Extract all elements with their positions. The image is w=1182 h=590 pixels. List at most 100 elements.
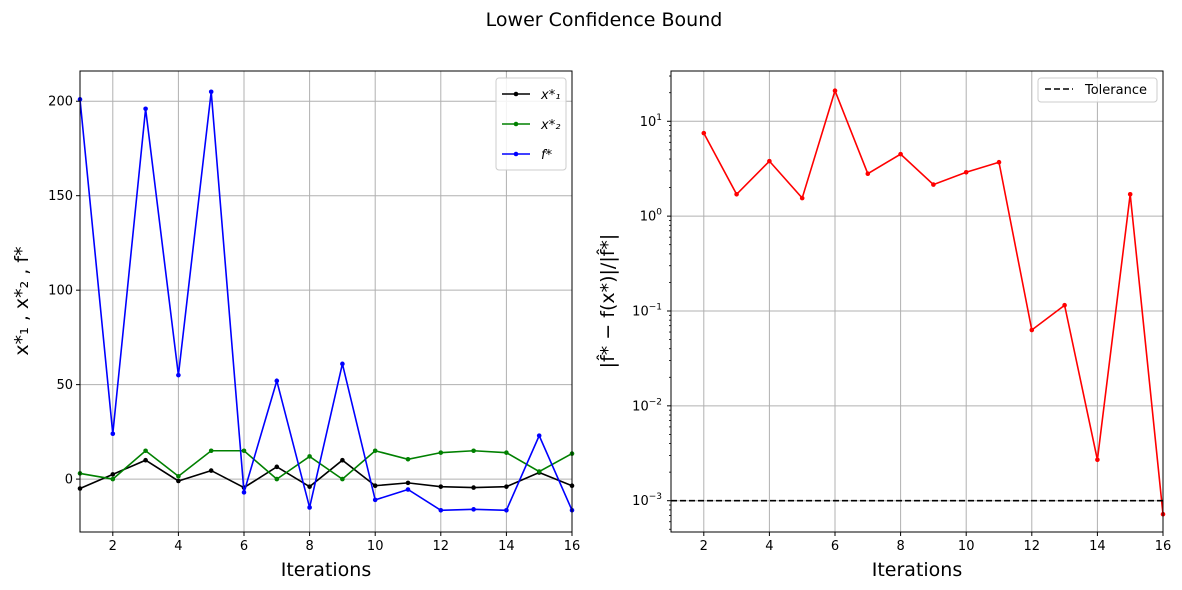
left-series-3-point xyxy=(536,433,542,438)
right-chart-frame xyxy=(670,70,1164,533)
right-chart-series xyxy=(671,88,1166,517)
right-series-point xyxy=(1062,302,1067,308)
left-series-3-point xyxy=(438,507,444,513)
left-series-3-point xyxy=(208,89,214,95)
right-xtick-label: 2 xyxy=(700,539,708,554)
right-ytick-base: 10 xyxy=(640,115,657,130)
right-ytick-base: 10 xyxy=(640,210,657,225)
left-xtick-label: 10 xyxy=(367,539,384,554)
right-series-point xyxy=(898,151,903,157)
left-ytick-label: 200 xyxy=(48,95,73,110)
left-series-2-point xyxy=(405,456,411,462)
right-ytick-label: 100 xyxy=(640,208,663,225)
left-chart-xlabel: Iterations xyxy=(281,559,372,581)
left-legend-marker-3 xyxy=(513,151,519,157)
right-ytick-base: 10 xyxy=(632,399,649,414)
right-series-point xyxy=(734,191,739,197)
left-xtick-label: 16 xyxy=(564,539,581,554)
right-series-point xyxy=(963,169,969,175)
left-legend-box xyxy=(495,77,567,171)
right-ytick-exponent: −2 xyxy=(649,397,662,407)
left-series-3-point xyxy=(471,507,476,512)
right-series-point xyxy=(799,195,805,201)
left-chart-ylabel: x*₁ , x*₂ , f* xyxy=(11,246,33,355)
left-series-3-point xyxy=(143,106,148,112)
left-series-1-point xyxy=(176,478,181,484)
left-series-3-point xyxy=(176,372,181,378)
right-ytick-base: 10 xyxy=(632,304,649,319)
right-series-point xyxy=(931,182,936,187)
left-legend-label-1: x*₁ xyxy=(540,88,560,103)
left-series-2-point xyxy=(471,448,476,454)
left-series-2-point xyxy=(241,448,247,454)
left-series-3-point xyxy=(274,378,280,384)
left-series-1-point xyxy=(372,483,378,489)
left-xtick-label: 6 xyxy=(240,539,248,554)
right-xtick-label: 16 xyxy=(1155,539,1172,554)
left-series-3-point xyxy=(110,431,116,437)
right-ytick-exponent: −3 xyxy=(649,492,662,502)
right-xtick-label: 4 xyxy=(765,539,773,554)
left-chart-legend: x*₁ x*₂ f* xyxy=(495,77,567,171)
left-chart-grid xyxy=(80,71,573,532)
left-chart-series xyxy=(77,89,575,513)
left-xtick-label: 12 xyxy=(433,539,450,554)
figure-title: Lower Confidence Bound xyxy=(486,9,723,31)
left-series-2-point xyxy=(143,448,148,454)
left-series-line-2 xyxy=(79,449,573,481)
left-legend-marker-1 xyxy=(513,91,519,97)
left-series-line-1 xyxy=(79,459,573,490)
left-chart-ticks: 2 4 6 8 10 12 14 16 0 50 100 150 200 xyxy=(48,95,580,554)
left-series-2-point xyxy=(536,469,542,474)
left-series-3-point xyxy=(405,487,411,492)
right-series-point xyxy=(767,158,772,164)
left-series-2-point xyxy=(274,476,280,482)
right-ytick-base: 10 xyxy=(632,494,649,509)
left-chart-frame xyxy=(79,70,573,533)
left-series-3-point xyxy=(340,361,345,367)
left-legend-marker-2 xyxy=(513,121,519,127)
left-xtick-label: 4 xyxy=(174,539,182,554)
right-xtick-label: 10 xyxy=(958,539,975,554)
right-series-point xyxy=(1127,191,1133,197)
left-series-1-point xyxy=(274,464,280,470)
right-series-point xyxy=(701,130,707,136)
left-series-1-point xyxy=(438,484,444,489)
left-series-2-point xyxy=(372,448,378,454)
left-series-1-point xyxy=(405,480,411,486)
right-series-line xyxy=(703,88,1164,515)
left-chart: 2 4 6 8 10 12 14 16 0 50 100 150 200 Iterations x*₁ … xyxy=(11,70,580,581)
left-xtick-label: 8 xyxy=(305,539,313,554)
right-ytick-label: 10−1 xyxy=(632,302,662,319)
left-series-2-point xyxy=(504,450,509,455)
right-xtick-label: 14 xyxy=(1089,539,1106,554)
left-xtick-label: 2 xyxy=(109,539,117,554)
left-ytick-label: 0 xyxy=(65,473,73,488)
left-ytick-label: 50 xyxy=(56,378,73,393)
left-series-2-point xyxy=(307,454,312,459)
right-series-point xyxy=(832,88,838,94)
left-xtick-label: 14 xyxy=(498,539,515,554)
right-series-point xyxy=(1029,327,1035,333)
right-chart-xlabel: Iterations xyxy=(872,559,963,581)
right-xtick-label: 6 xyxy=(831,539,839,554)
left-series-2-point xyxy=(176,473,181,479)
left-series-3-point xyxy=(372,497,378,503)
left-series-1-point xyxy=(208,468,214,473)
right-chart-legend: Tolerance xyxy=(1037,77,1158,103)
right-ytick-label: 10−2 xyxy=(632,397,662,414)
left-series-1-point xyxy=(110,472,116,477)
right-xtick-label: 8 xyxy=(896,539,904,554)
right-chart-ylabel: |f̂* − f(x*)|/|f̂*| xyxy=(597,234,619,369)
right-series-point xyxy=(865,171,871,177)
left-legend-label-3: f* xyxy=(541,148,553,163)
left-series-1-point xyxy=(143,457,148,463)
right-series-point xyxy=(996,159,1002,165)
right-ytick-exponent: 0 xyxy=(656,208,662,218)
left-ytick-label: 150 xyxy=(48,189,73,204)
left-series-line-3 xyxy=(79,91,573,512)
left-legend-label-2: x*₂ xyxy=(540,118,560,133)
right-xtick-label: 12 xyxy=(1024,539,1041,554)
